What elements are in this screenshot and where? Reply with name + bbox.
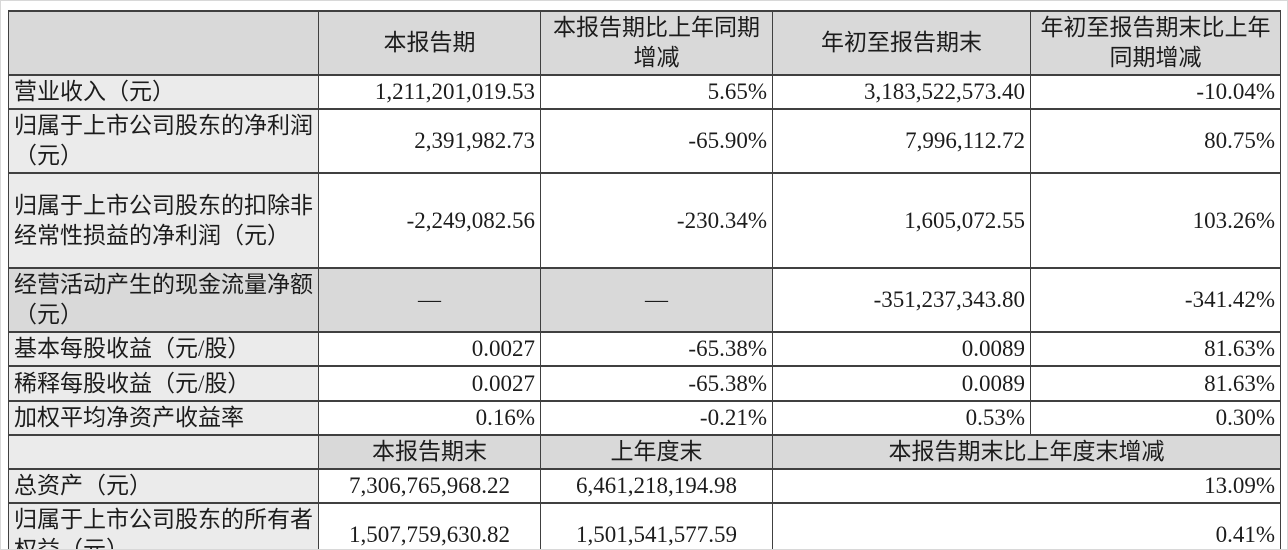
cell-current-period-yoy: 5.65% xyxy=(540,74,773,110)
row-label: 加权平均净资产收益率 xyxy=(8,400,319,436)
table-row: 基本每股收益（元/股） 0.0027 -65.38% 0.0089 81.63% xyxy=(8,331,1281,367)
table-header-row: 本报告期 本报告期比上年同期增减 年初至报告期末 年初至报告期末比上年同期增减 xyxy=(8,10,1281,76)
row-label: 基本每股收益（元/股） xyxy=(8,331,319,367)
cell-current-period-yoy: -230.34% xyxy=(540,172,773,269)
cell-ytd: 3,183,522,573.40 xyxy=(772,74,1031,110)
cell-prev-year-end: 1,501,541,577.59 xyxy=(540,502,773,550)
table-row: 归属于上市公司股东的扣除非经常性损益的净利润（元） -2,249,082.56 … xyxy=(8,172,1281,269)
cell-prev-year-end: 6,461,218,194.98 xyxy=(540,468,773,504)
cell-ytd-yoy: 80.75% xyxy=(1030,108,1281,174)
cell-ytd-yoy: -341.42% xyxy=(1030,267,1281,333)
row-label: 归属于上市公司股东的所有者权益（元） xyxy=(8,502,319,550)
table-subheader-row: 本报告期末 上年度末 本报告期末比上年度末增减 xyxy=(8,434,1281,470)
row-label: 总资产（元） xyxy=(8,468,319,504)
cell-period-end: 7,306,765,968.22 xyxy=(318,468,541,504)
subheader-corner-cell xyxy=(8,434,319,470)
row-label: 稀释每股收益（元/股） xyxy=(8,365,319,402)
cell-ytd: 7,996,112.72 xyxy=(772,108,1031,174)
cell-ytd-yoy: 103.26% xyxy=(1030,172,1281,269)
cell-ytd: 0.0089 xyxy=(772,365,1031,402)
cell-ytd: 0.0089 xyxy=(772,331,1031,367)
cell-current-period-yoy: -65.90% xyxy=(540,108,773,174)
table-row: 归属于上市公司股东的净利润（元） 2,391,982.73 -65.90% 7,… xyxy=(8,108,1281,174)
table-row: 总资产（元） 7,306,765,968.22 6,461,218,194.98… xyxy=(8,468,1281,504)
header-ytd: 年初至报告期末 xyxy=(772,10,1031,76)
cell-current-period-yoy: -0.21% xyxy=(540,400,773,436)
cell-ytd: -351,237,343.80 xyxy=(772,267,1031,333)
cell-current-period: 0.16% xyxy=(318,400,541,436)
cell-current-period: 0.0027 xyxy=(318,331,541,367)
cell-current-period-yoy: -65.38% xyxy=(540,331,773,367)
row-label: 归属于上市公司股东的扣除非经常性损益的净利润（元） xyxy=(8,172,319,269)
cell-ytd-yoy: 81.63% xyxy=(1030,331,1281,367)
cell-ytd-yoy: 0.30% xyxy=(1030,400,1281,436)
header-current-period: 本报告期 xyxy=(318,10,541,76)
cell-current-period: 1,211,201,019.53 xyxy=(318,74,541,110)
cell-ytd: 1,605,072.55 xyxy=(772,172,1031,269)
financial-summary-table: 本报告期 本报告期比上年同期增减 年初至报告期末 年初至报告期末比上年同期增减 … xyxy=(8,10,1281,550)
cell-ytd-yoy: -10.04% xyxy=(1030,74,1281,110)
row-label: 营业收入（元） xyxy=(8,74,319,110)
table-row: 经营活动产生的现金流量净额（元） — — -351,237,343.80 -34… xyxy=(8,267,1281,333)
table-row: 归属于上市公司股东的所有者权益（元） 1,507,759,630.82 1,50… xyxy=(8,502,1281,550)
cell-change: 0.41% xyxy=(772,502,1281,550)
cell-current-period-yoy: -65.38% xyxy=(540,365,773,402)
cell-period-end: 1,507,759,630.82 xyxy=(318,502,541,550)
row-label: 归属于上市公司股东的净利润（元） xyxy=(8,108,319,174)
subheader-prev-year-end: 上年度末 xyxy=(540,434,773,470)
cell-current-period-yoy: — xyxy=(540,267,773,333)
cell-change: 13.09% xyxy=(772,468,1281,504)
cell-current-period: 0.0027 xyxy=(318,365,541,402)
cell-current-period: -2,249,082.56 xyxy=(318,172,541,269)
table-row: 稀释每股收益（元/股） 0.0027 -65.38% 0.0089 81.63% xyxy=(8,365,1281,402)
header-corner-cell xyxy=(8,10,319,76)
table-row: 加权平均净资产收益率 0.16% -0.21% 0.53% 0.30% xyxy=(8,400,1281,436)
cell-current-period: 2,391,982.73 xyxy=(318,108,541,174)
cell-ytd-yoy: 81.63% xyxy=(1030,365,1281,402)
row-label: 经营活动产生的现金流量净额（元） xyxy=(8,267,319,333)
subheader-change: 本报告期末比上年度末增减 xyxy=(772,434,1281,470)
cell-ytd: 0.53% xyxy=(772,400,1031,436)
subheader-period-end: 本报告期末 xyxy=(318,434,541,470)
cell-current-period: — xyxy=(318,267,541,333)
table-row: 营业收入（元） 1,211,201,019.53 5.65% 3,183,522… xyxy=(8,74,1281,110)
header-ytd-yoy: 年初至报告期末比上年同期增减 xyxy=(1030,10,1281,76)
header-current-period-yoy: 本报告期比上年同期增减 xyxy=(540,10,773,76)
